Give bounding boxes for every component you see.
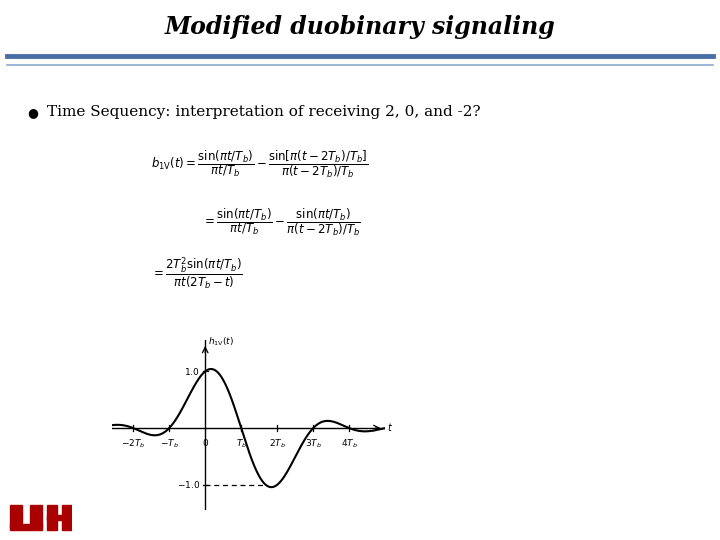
Text: ●: ● [27,106,38,119]
Text: Time Sequency: interpretation of receiving 2, 0, and -2?: Time Sequency: interpretation of receivi… [47,105,480,119]
Bar [11,505,22,527]
Text: $-T_b$: $-T_b$ [160,437,179,450]
Text: $t$: $t$ [387,421,393,433]
Text: $T_b$: $T_b$ [235,437,247,450]
Text: $= \dfrac{\sin(\pi t/T_b)}{\pi t/T_b} - \dfrac{\sin(\pi t/T_b)}{\pi(t - 2T_b)/T_: $= \dfrac{\sin(\pi t/T_b)}{\pi t/T_b} - … [202,206,361,238]
Bar [48,505,57,530]
Text: $1.0$: $1.0$ [184,366,199,377]
Bar [11,524,42,530]
Text: $-2T_b$: $-2T_b$ [121,437,145,450]
Text: Modified duobinary signaling: Modified duobinary signaling [165,15,555,39]
Text: $= \dfrac{2T_b^2 \sin(\pi t/T_b)}{\pi t(2T_b - t)}$: $= \dfrac{2T_b^2 \sin(\pi t/T_b)}{\pi t(… [151,255,243,291]
Text: $3T_b$: $3T_b$ [305,437,322,450]
Bar [30,505,42,527]
Bar [63,505,72,530]
Text: $2T_b$: $2T_b$ [269,437,286,450]
Text: $0$: $0$ [202,437,209,448]
Bar [48,515,72,521]
Text: $4T_b$: $4T_b$ [341,437,358,450]
Text: $b_{1\mathrm{V}}(t) = \dfrac{\sin(\pi t/T_b)}{\pi t/T_b} - \dfrac{\sin[\pi(t - 2: $b_{1\mathrm{V}}(t) = \dfrac{\sin(\pi t/… [151,148,369,180]
Text: $-1.0$: $-1.0$ [176,480,199,490]
Text: $h_{1\mathrm{V}}(t)$: $h_{1\mathrm{V}}(t)$ [208,336,234,348]
